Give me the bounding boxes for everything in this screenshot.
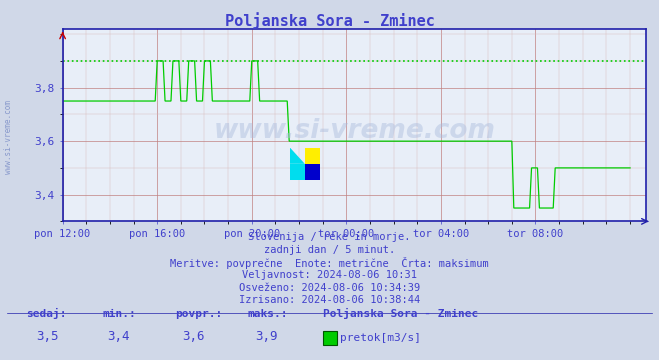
Text: Poljanska Sora - Zminec: Poljanska Sora - Zminec xyxy=(323,307,478,319)
Text: maks.:: maks.: xyxy=(247,309,287,319)
Text: min.:: min.: xyxy=(102,309,136,319)
Text: Slovenija / reke in morje.: Slovenija / reke in morje. xyxy=(248,232,411,242)
Text: Meritve: povprečne  Enote: metrične  Črta: maksimum: Meritve: povprečne Enote: metrične Črta:… xyxy=(170,257,489,269)
Text: Osveženo: 2024-08-06 10:34:39: Osveženo: 2024-08-06 10:34:39 xyxy=(239,283,420,293)
Polygon shape xyxy=(290,148,304,164)
Text: Izrisano: 2024-08-06 10:38:44: Izrisano: 2024-08-06 10:38:44 xyxy=(239,295,420,305)
Bar xyxy=(304,148,320,164)
Text: 3,5: 3,5 xyxy=(36,330,59,343)
Text: www.si-vreme.com: www.si-vreme.com xyxy=(4,100,13,174)
Text: zadnji dan / 5 minut.: zadnji dan / 5 minut. xyxy=(264,245,395,255)
Bar xyxy=(290,164,304,180)
Text: povpr.:: povpr.: xyxy=(175,309,222,319)
Text: pretok[m3/s]: pretok[m3/s] xyxy=(340,333,421,343)
Text: 3,4: 3,4 xyxy=(107,330,130,343)
Text: 3,9: 3,9 xyxy=(255,330,277,343)
Text: sedaj:: sedaj: xyxy=(26,307,67,319)
Text: 3,6: 3,6 xyxy=(183,330,205,343)
Text: www.si-vreme.com: www.si-vreme.com xyxy=(214,118,495,144)
Bar xyxy=(304,164,320,180)
Text: Veljavnost: 2024-08-06 10:31: Veljavnost: 2024-08-06 10:31 xyxy=(242,270,417,280)
Text: Poljanska Sora - Zminec: Poljanska Sora - Zminec xyxy=(225,13,434,30)
